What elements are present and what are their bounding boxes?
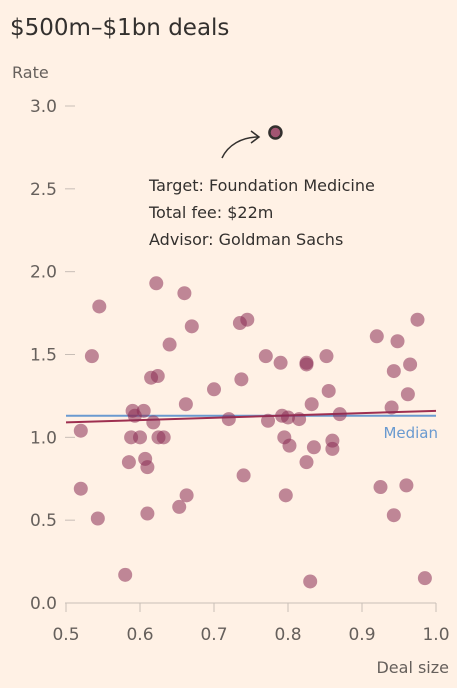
data-point	[273, 355, 288, 370]
data-point	[306, 440, 321, 455]
x-axis-label: Deal size	[376, 658, 449, 677]
trend-line	[65, 409, 437, 424]
data-point	[207, 382, 221, 397]
x-tick-label: 0.8	[274, 625, 301, 645]
data-point	[146, 415, 161, 430]
data-point	[282, 438, 297, 453]
data-point	[150, 369, 165, 384]
data-point	[234, 372, 249, 387]
annotation-line: Total fee: $22m	[148, 203, 273, 222]
data-point	[236, 468, 251, 483]
data-point	[258, 349, 273, 364]
data-point	[90, 511, 105, 526]
data-point	[172, 499, 187, 514]
data-point	[156, 430, 171, 445]
data-point	[303, 574, 318, 589]
x-ticks: 0.5 0.6 0.7 0.8 0.9 1.0	[52, 602, 450, 645]
data-point	[261, 413, 276, 428]
data-point	[92, 299, 107, 314]
data-point	[177, 286, 192, 301]
annotation-line: Target: Foundation Medicine	[148, 176, 375, 195]
points-layer	[73, 276, 432, 589]
y-tick-label: 2.5	[30, 180, 57, 200]
lines-layer: Median	[65, 409, 438, 442]
y-tick-label: 3.0	[30, 97, 57, 117]
x-tick-label: 1.0	[422, 625, 449, 645]
data-point	[84, 349, 99, 364]
y-tick-label: 2.0	[30, 263, 57, 283]
annotation-arrow	[221, 136, 259, 159]
data-point	[417, 571, 432, 586]
data-point	[325, 441, 340, 456]
data-point	[149, 276, 164, 291]
data-point	[118, 567, 133, 582]
data-point	[304, 397, 319, 412]
data-point	[403, 357, 418, 372]
median-label: Median	[383, 424, 438, 442]
data-point	[321, 383, 336, 398]
data-point	[140, 506, 155, 521]
data-point	[332, 407, 347, 422]
y-ticks: 0.0 0.5 1.0 1.5 2.0 2.5 3.0	[30, 97, 75, 614]
data-point	[121, 455, 136, 470]
data-point	[386, 508, 401, 523]
annotation-line: Advisor: Goldman Sachs	[149, 230, 343, 249]
data-point	[179, 488, 194, 503]
data-point	[221, 412, 236, 427]
data-point	[73, 423, 88, 438]
data-point	[281, 410, 295, 425]
x-tick-label: 0.6	[126, 625, 153, 645]
y-tick-label: 1.0	[30, 428, 57, 448]
x-tick-label: 0.9	[348, 625, 375, 645]
data-point	[184, 319, 199, 334]
data-point	[278, 488, 293, 503]
annotation-layer: Target: Foundation Medicine Total fee: $2…	[148, 125, 375, 249]
y-axis-label: Rate	[12, 63, 49, 82]
data-point	[299, 455, 314, 470]
x-tick-label: 0.7	[200, 625, 227, 645]
y-tick-label: 0.0	[30, 594, 57, 614]
data-point	[410, 312, 425, 327]
data-point	[390, 334, 405, 349]
data-point	[136, 403, 151, 418]
data-point	[399, 478, 414, 493]
data-point	[369, 329, 384, 344]
data-point	[140, 460, 155, 475]
data-point	[178, 397, 193, 412]
data-point	[386, 364, 401, 379]
highlight-point	[268, 125, 283, 140]
y-tick-label: 0.5	[30, 511, 57, 531]
data-point	[373, 480, 388, 495]
data-point	[319, 349, 334, 364]
data-point	[384, 400, 399, 415]
y-tick-label: 1.5	[30, 346, 57, 366]
data-point	[133, 430, 147, 445]
annotation-arrow-head	[250, 130, 261, 144]
data-point	[162, 337, 177, 352]
data-point	[400, 387, 415, 402]
data-point	[240, 312, 255, 327]
data-point	[73, 481, 88, 496]
data-point	[299, 357, 314, 372]
x-tick-label: 0.5	[52, 625, 79, 645]
data-point	[292, 412, 307, 427]
chart-title: $500m–$1bn deals	[10, 15, 229, 41]
